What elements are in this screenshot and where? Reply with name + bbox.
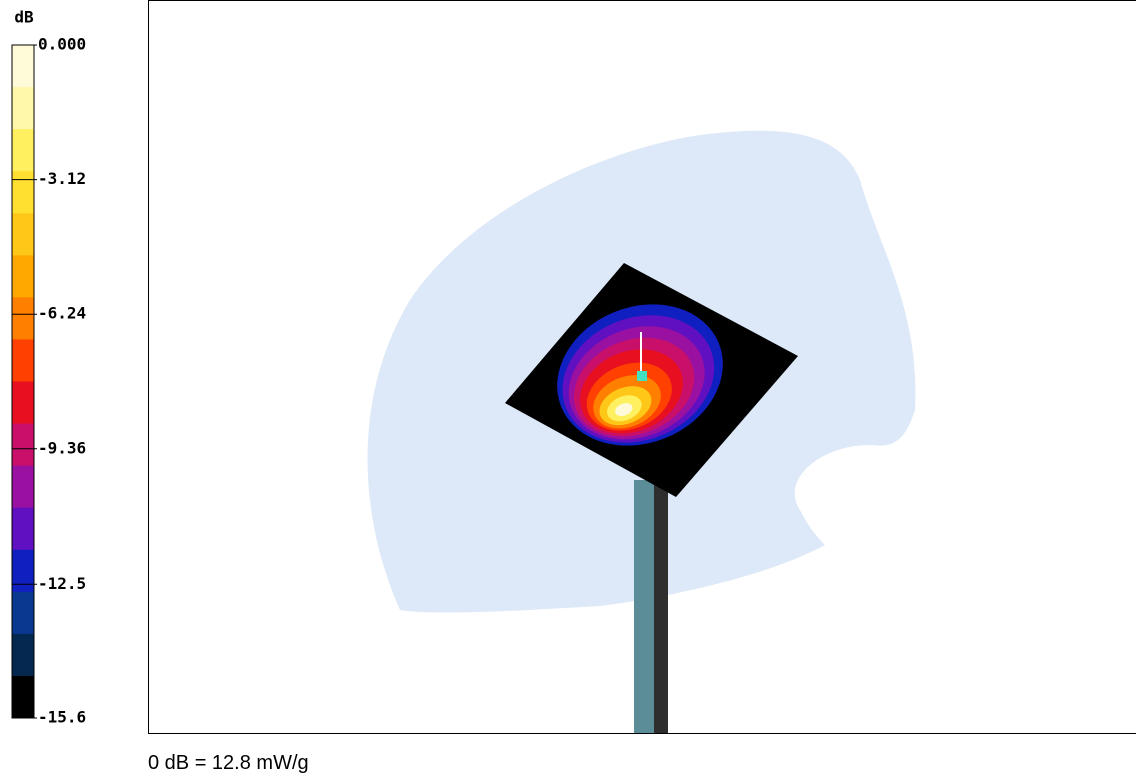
color-band [12, 591, 34, 635]
colorbar-unit: dB [14, 8, 34, 27]
tick-label: -12.5 [38, 574, 86, 593]
color-band [12, 255, 34, 298]
color-band [12, 87, 34, 130]
tick-label: -3.12 [38, 169, 86, 188]
color-band [12, 675, 34, 719]
caption: 0 dB = 12.8 mW/g [148, 752, 309, 774]
pole-shadow [654, 480, 668, 733]
color-band [12, 507, 34, 551]
scene [367, 130, 916, 733]
tick-label: -9.36 [38, 438, 86, 457]
tick-label: -15.6 [38, 708, 86, 727]
color-band [12, 213, 34, 256]
color-band [12, 633, 34, 677]
tick-label: -6.24 [38, 304, 86, 323]
color-band [12, 297, 34, 340]
color-band [12, 549, 34, 593]
pole [634, 480, 654, 733]
color-band [12, 129, 34, 172]
color-band [12, 381, 34, 425]
tick-label: 0.000 [38, 35, 86, 54]
probe-tip [637, 371, 647, 381]
color-band [12, 45, 34, 88]
color-band [12, 171, 34, 214]
color-band [12, 423, 34, 467]
color-band [12, 339, 34, 382]
color-band [12, 465, 34, 509]
